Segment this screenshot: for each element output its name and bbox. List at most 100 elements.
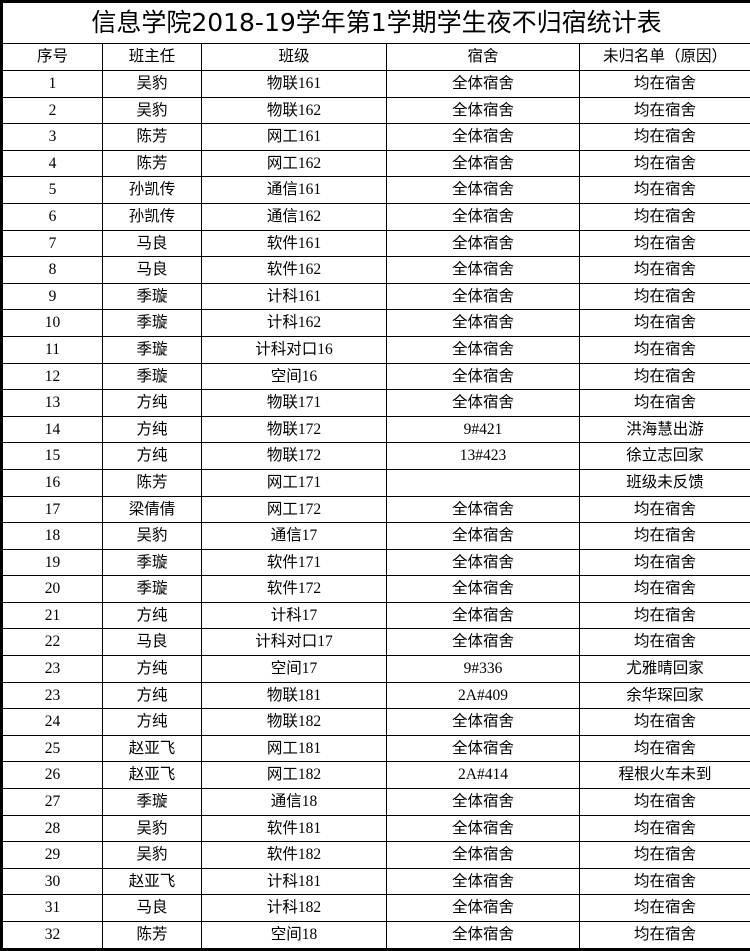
cell-note: 均在宿舍 bbox=[580, 735, 750, 762]
cell-seq: 12 bbox=[2, 363, 103, 390]
document-title: 信息学院2018-19学年第1学期学生夜不归宿统计表 bbox=[2, 2, 750, 44]
cell-teacher: 方纯 bbox=[103, 682, 202, 709]
cell-class: 计科对口17 bbox=[202, 629, 387, 656]
cell-teacher: 赵亚飞 bbox=[103, 762, 202, 789]
cell-teacher: 季璇 bbox=[103, 363, 202, 390]
cell-class: 软件162 bbox=[202, 257, 387, 284]
cell-class: 软件182 bbox=[202, 842, 387, 869]
cell-seq: 30 bbox=[2, 868, 103, 895]
cell-seq: 25 bbox=[2, 735, 103, 762]
cell-class: 物联162 bbox=[202, 97, 387, 124]
cell-dorm: 13#423 bbox=[387, 443, 580, 470]
cell-dorm: 2A#414 bbox=[387, 762, 580, 789]
cell-dorm: 全体宿舍 bbox=[387, 257, 580, 284]
cell-dorm: 全体宿舍 bbox=[387, 124, 580, 151]
cell-teacher: 马良 bbox=[103, 629, 202, 656]
cell-dorm: 9#336 bbox=[387, 656, 580, 683]
cell-teacher: 吴豹 bbox=[103, 97, 202, 124]
cell-teacher: 季璇 bbox=[103, 310, 202, 337]
cell-teacher: 方纯 bbox=[103, 709, 202, 736]
cell-note: 均在宿舍 bbox=[580, 310, 750, 337]
cell-seq: 23 bbox=[2, 682, 103, 709]
cell-seq: 28 bbox=[2, 815, 103, 842]
cell-class: 软件171 bbox=[202, 549, 387, 576]
cell-note: 尤雅晴回家 bbox=[580, 656, 750, 683]
cell-dorm: 全体宿舍 bbox=[387, 735, 580, 762]
cell-class: 物联181 bbox=[202, 682, 387, 709]
cell-dorm: 全体宿舍 bbox=[387, 895, 580, 922]
cell-teacher: 赵亚飞 bbox=[103, 868, 202, 895]
cell-teacher: 吴豹 bbox=[103, 71, 202, 98]
cell-class: 物联182 bbox=[202, 709, 387, 736]
cell-teacher: 方纯 bbox=[103, 416, 202, 443]
cell-teacher: 孙凯传 bbox=[103, 177, 202, 204]
cell-teacher: 季璇 bbox=[103, 549, 202, 576]
cell-note: 均在宿舍 bbox=[580, 576, 750, 603]
cell-dorm: 全体宿舍 bbox=[387, 842, 580, 869]
cell-note: 均在宿舍 bbox=[580, 842, 750, 869]
cell-seq: 31 bbox=[2, 895, 103, 922]
cell-teacher: 陈芳 bbox=[103, 469, 202, 496]
cell-note: 均在宿舍 bbox=[580, 203, 750, 230]
cell-seq: 20 bbox=[2, 576, 103, 603]
cell-dorm: 全体宿舍 bbox=[387, 523, 580, 550]
cell-note: 均在宿舍 bbox=[580, 815, 750, 842]
cell-dorm: 全体宿舍 bbox=[387, 789, 580, 816]
cell-note: 均在宿舍 bbox=[580, 496, 750, 523]
cell-class: 网工161 bbox=[202, 124, 387, 151]
cell-seq: 2 bbox=[2, 97, 103, 124]
cell-teacher: 马良 bbox=[103, 895, 202, 922]
cell-teacher: 陈芳 bbox=[103, 922, 202, 950]
cell-teacher: 方纯 bbox=[103, 443, 202, 470]
cell-class: 物联161 bbox=[202, 71, 387, 98]
cell-class: 通信161 bbox=[202, 177, 387, 204]
cell-class: 计科182 bbox=[202, 895, 387, 922]
cell-class: 计科161 bbox=[202, 283, 387, 310]
cell-dorm: 全体宿舍 bbox=[387, 363, 580, 390]
cell-dorm: 全体宿舍 bbox=[387, 629, 580, 656]
column-header-teacher: 班主任 bbox=[103, 44, 202, 71]
cell-note: 均在宿舍 bbox=[580, 71, 750, 98]
cell-dorm: 全体宿舍 bbox=[387, 390, 580, 417]
cell-class: 空间17 bbox=[202, 656, 387, 683]
cell-seq: 11 bbox=[2, 336, 103, 363]
cell-note: 均在宿舍 bbox=[580, 283, 750, 310]
cell-class: 网工162 bbox=[202, 150, 387, 177]
cell-note: 程根火车未到 bbox=[580, 762, 750, 789]
cell-dorm: 全体宿舍 bbox=[387, 549, 580, 576]
cell-class: 软件172 bbox=[202, 576, 387, 603]
cell-dorm: 全体宿舍 bbox=[387, 868, 580, 895]
cell-seq: 14 bbox=[2, 416, 103, 443]
cell-seq: 3 bbox=[2, 124, 103, 151]
column-header-note: 未归名单（原因） bbox=[580, 44, 750, 71]
cell-teacher: 赵亚飞 bbox=[103, 735, 202, 762]
cell-teacher: 孙凯传 bbox=[103, 203, 202, 230]
cell-teacher: 季璇 bbox=[103, 336, 202, 363]
cell-seq: 1 bbox=[2, 71, 103, 98]
cell-seq: 8 bbox=[2, 257, 103, 284]
cell-class: 网工171 bbox=[202, 469, 387, 496]
table-header: 信息学院2018-19学年第1学期学生夜不归宿统计表 序号班主任班级宿舍未归名单… bbox=[2, 2, 750, 71]
cell-dorm: 全体宿舍 bbox=[387, 576, 580, 603]
cell-note: 均在宿舍 bbox=[580, 602, 750, 629]
cell-dorm: 全体宿舍 bbox=[387, 283, 580, 310]
cell-seq: 24 bbox=[2, 709, 103, 736]
